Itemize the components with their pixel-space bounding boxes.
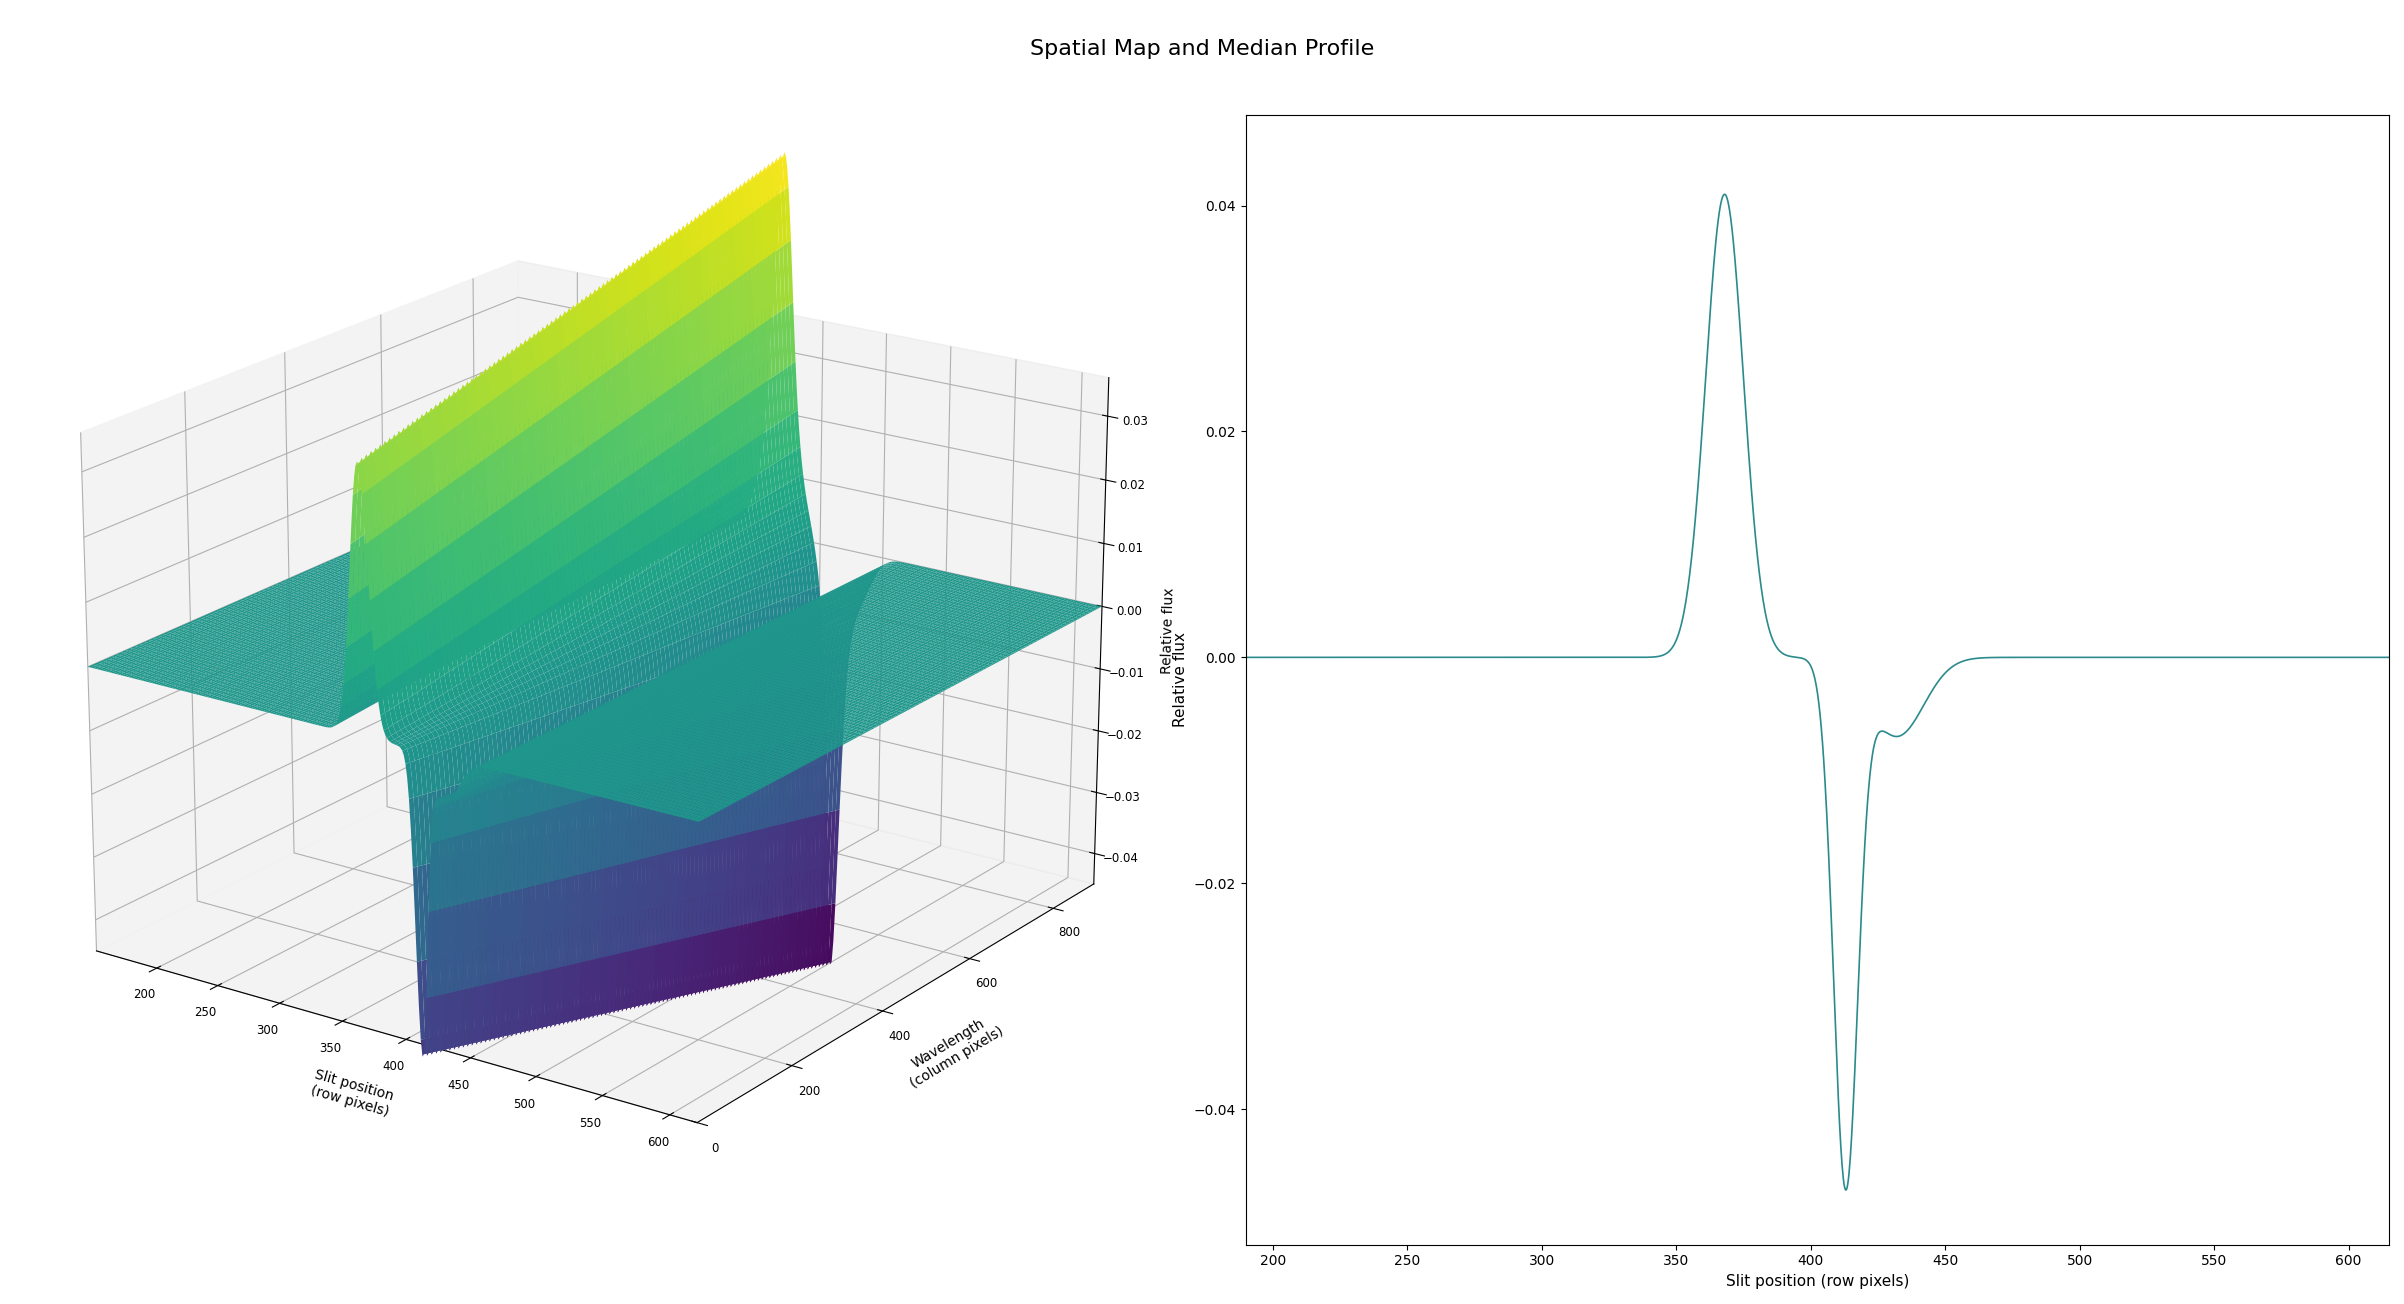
X-axis label: Slit position (row pixels): Slit position (row pixels) — [1726, 1274, 1909, 1288]
Text: Spatial Map and Median Profile: Spatial Map and Median Profile — [1029, 39, 1375, 59]
Y-axis label: Relative flux: Relative flux — [1173, 632, 1188, 728]
X-axis label: Slit position
(row pixels): Slit position (row pixels) — [308, 1068, 394, 1119]
Y-axis label: Wavelength
(column pixels): Wavelength (column pixels) — [899, 1011, 1007, 1091]
